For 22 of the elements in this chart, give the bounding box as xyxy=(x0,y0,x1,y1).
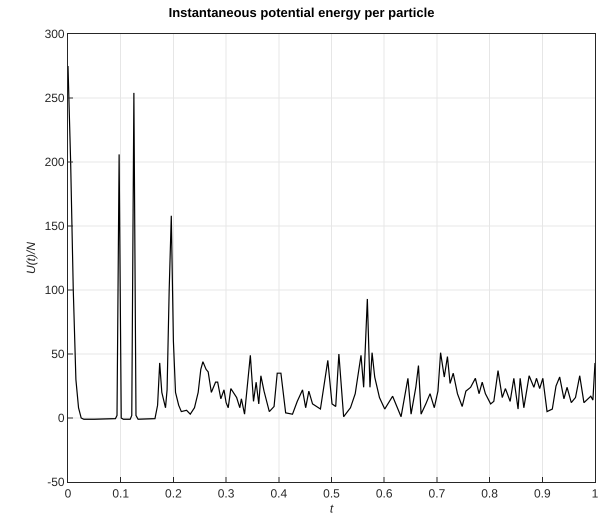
chart-title: Instantaneous potential energy per particle xyxy=(168,5,434,20)
y-tick-label: 150 xyxy=(44,219,65,234)
x-tick-label: 0.9 xyxy=(534,486,551,500)
x-tick-label: 0.2 xyxy=(165,486,182,500)
x-tick-label: 0.6 xyxy=(376,486,393,500)
y-tick-label: 50 xyxy=(51,347,65,362)
x-tick-label: 0.8 xyxy=(481,486,498,500)
y-tick-label: 100 xyxy=(44,283,65,298)
line-series xyxy=(68,65,595,420)
x-tick-label: 1 xyxy=(592,486,599,500)
y-axis-title: U(t)/N xyxy=(24,242,38,274)
y-tick-label: 0 xyxy=(58,411,65,426)
x-axis-title: t xyxy=(330,501,334,516)
x-tick-label: 0.1 xyxy=(112,486,130,500)
y-tick-label: 300 xyxy=(44,27,65,42)
y-tick-label: 250 xyxy=(44,91,65,106)
y-tick-label: -50 xyxy=(47,475,65,490)
x-tick-label: 0.3 xyxy=(218,486,235,500)
x-tick-label: 0.5 xyxy=(323,486,340,500)
y-tick-label: 200 xyxy=(44,155,65,170)
x-tick-label: 0.7 xyxy=(428,486,446,500)
x-tick-label: 0.4 xyxy=(270,486,288,500)
